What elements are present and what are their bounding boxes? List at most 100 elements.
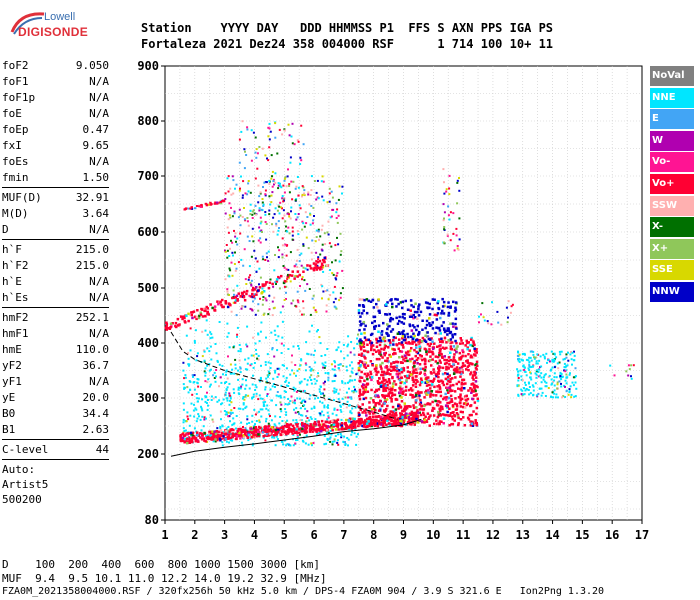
echo-point [412, 404, 415, 407]
echo-point [448, 401, 451, 405]
echo-point [242, 396, 245, 398]
echo-point [471, 339, 474, 342]
echo-point [290, 206, 293, 209]
echo-point [374, 419, 378, 422]
echo-point [335, 211, 338, 214]
echo-point [208, 350, 211, 353]
echo-point [195, 205, 199, 207]
echo-point [438, 369, 441, 372]
echo-point [267, 259, 270, 262]
echo-point [354, 406, 357, 409]
echo-point [273, 269, 276, 272]
echo-point [231, 241, 234, 244]
echo-point [183, 316, 186, 320]
echo-point [283, 364, 285, 367]
echo-point [321, 266, 325, 269]
echo-point [404, 408, 408, 411]
echo-point [190, 207, 194, 210]
echo-point [426, 306, 430, 310]
echo-point [273, 296, 276, 299]
echo-point [409, 393, 412, 396]
echo-point [215, 201, 219, 204]
echo-point [416, 357, 420, 360]
echo-point [431, 380, 434, 384]
echo-point [248, 265, 251, 268]
echo-point [456, 362, 460, 365]
echo-point [277, 335, 280, 338]
echo-point [327, 416, 330, 419]
echo-point [353, 423, 357, 427]
echo-point [535, 369, 538, 372]
echo-point [439, 352, 443, 356]
echo-point [400, 400, 404, 403]
echo-point [304, 289, 307, 292]
echo-point [274, 433, 277, 437]
echo-point [262, 435, 265, 438]
muf-value: 11.0 [127, 572, 155, 585]
echo-point [368, 423, 372, 426]
echo-point [264, 439, 267, 442]
echo-point [551, 391, 554, 394]
echo-point [385, 372, 388, 375]
echo-point [458, 177, 460, 179]
echo-point [459, 398, 462, 402]
echo-point [209, 303, 212, 306]
echo-point [280, 342, 283, 345]
param-value: 32.91 [75, 191, 109, 204]
echo-point [228, 433, 231, 436]
echo-point [422, 367, 425, 371]
echo-point [211, 418, 214, 421]
echo-point [226, 256, 229, 259]
echo-point [456, 179, 459, 182]
echo-point [382, 424, 385, 427]
echo-point [206, 347, 209, 350]
echo-point [342, 343, 345, 346]
echo-point [379, 417, 383, 421]
echo-point [338, 341, 341, 344]
echo-point [281, 253, 284, 256]
echo-point [289, 400, 292, 403]
echo-point [370, 348, 373, 352]
echo-point [244, 192, 247, 195]
echo-point [182, 383, 185, 386]
echo-point [447, 396, 451, 400]
echo-point [252, 286, 255, 290]
echo-point [255, 411, 258, 414]
echo-point [376, 422, 380, 425]
echo-point [317, 228, 320, 231]
echo-point [225, 381, 228, 383]
echo-point [203, 308, 206, 311]
echo-point [241, 378, 244, 381]
echo-point [337, 443, 340, 446]
echo-point [293, 427, 296, 431]
echo-point [296, 139, 299, 142]
echo-point [415, 410, 419, 414]
echo-point [414, 401, 418, 404]
echo-point [445, 346, 448, 350]
echo-point [266, 395, 268, 397]
echo-point [450, 365, 453, 368]
param-row-mufd: MUF(D) 32.91 [2, 190, 109, 206]
echo-point [325, 304, 328, 307]
echo-point [357, 433, 359, 436]
echo-point [545, 352, 548, 355]
echo-point [556, 387, 559, 390]
echo-point [297, 194, 300, 197]
echo-point [358, 304, 361, 307]
echo-point [242, 436, 246, 439]
echo-point [189, 440, 192, 443]
echo-point [510, 305, 513, 308]
echo-point [363, 379, 366, 382]
echo-point [418, 345, 421, 348]
echo-point [416, 362, 419, 365]
echo-point [558, 380, 561, 383]
echo-point [417, 314, 421, 317]
echo-point [343, 435, 346, 438]
echo-point [304, 428, 308, 431]
echo-point [261, 231, 263, 233]
echo-point [331, 419, 334, 423]
echo-point [473, 348, 477, 352]
echo-point [476, 399, 480, 402]
echo-point [273, 213, 276, 216]
echo-point [211, 306, 214, 310]
